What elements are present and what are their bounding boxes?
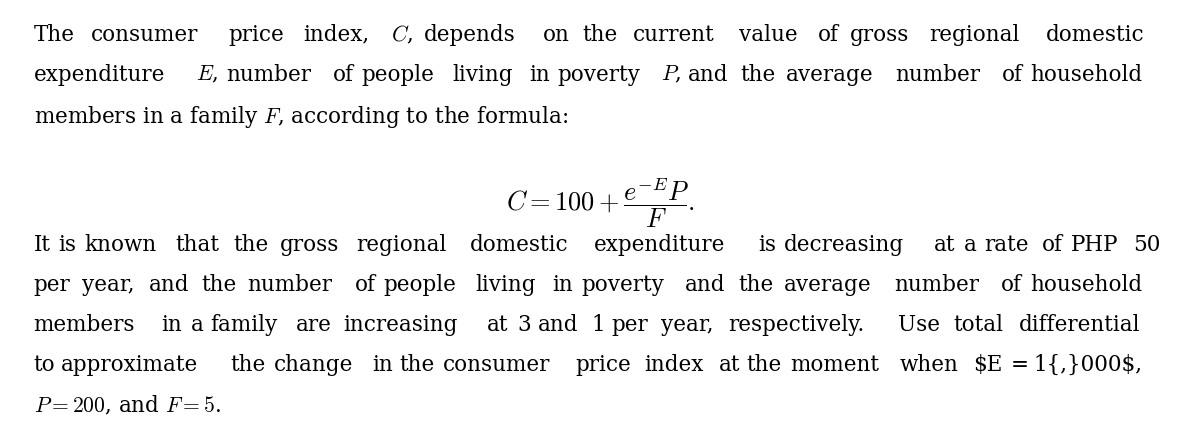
- Text: are: are: [296, 314, 332, 336]
- Text: household: household: [1030, 64, 1142, 86]
- Text: 3: 3: [517, 314, 530, 336]
- Text: depends: depends: [425, 24, 516, 46]
- Text: $P = 200$, and $F = 5$.: $P = 200$, and $F = 5$.: [34, 394, 221, 417]
- Text: domestic: domestic: [470, 234, 569, 256]
- Text: $P$,: $P$,: [660, 64, 682, 86]
- Text: number: number: [247, 274, 332, 296]
- Text: the: the: [398, 354, 434, 376]
- Text: index: index: [644, 354, 704, 376]
- Text: number: number: [894, 274, 979, 296]
- Text: per: per: [612, 314, 648, 336]
- Text: average: average: [786, 64, 874, 86]
- Text: and: and: [149, 274, 190, 296]
- Text: =: =: [1010, 354, 1028, 376]
- Text: the: the: [740, 64, 775, 86]
- Text: of: of: [1002, 64, 1022, 86]
- Text: of: of: [332, 64, 354, 86]
- Text: that: that: [176, 234, 220, 256]
- Text: expenditure: expenditure: [34, 64, 164, 86]
- Text: domestic: domestic: [1046, 24, 1145, 46]
- Text: PHP: PHP: [1072, 234, 1118, 256]
- Text: number: number: [227, 64, 312, 86]
- Text: members in a family $F$, according to the formula:: members in a family $F$, according to th…: [34, 104, 568, 130]
- Text: the: the: [230, 354, 265, 376]
- Text: known: known: [84, 234, 156, 256]
- Text: $E$,: $E$,: [197, 64, 218, 86]
- Text: the: the: [233, 234, 269, 256]
- Text: of: of: [1001, 274, 1022, 296]
- Text: in: in: [529, 64, 550, 86]
- Text: number: number: [895, 64, 980, 86]
- Text: household: household: [1030, 274, 1142, 296]
- Text: the: the: [738, 274, 773, 296]
- Text: current: current: [632, 24, 714, 46]
- Text: index,: index,: [304, 24, 370, 46]
- Text: expenditure: expenditure: [594, 234, 726, 256]
- Text: of: of: [1042, 234, 1063, 256]
- Text: the: the: [583, 24, 618, 46]
- Text: in: in: [372, 354, 394, 376]
- Text: Use: Use: [899, 314, 941, 336]
- Text: regional: regional: [356, 234, 446, 256]
- Text: average: average: [784, 274, 871, 296]
- Text: a: a: [965, 234, 977, 256]
- Text: people: people: [361, 64, 434, 86]
- Text: It: It: [34, 234, 50, 256]
- Text: gross: gross: [280, 234, 340, 256]
- Text: and: and: [689, 64, 728, 86]
- Text: $E: $E: [973, 354, 1002, 376]
- Text: the: the: [746, 354, 781, 376]
- Text: $C$,: $C$,: [390, 24, 413, 46]
- Text: to: to: [34, 354, 55, 376]
- Text: poverty: poverty: [557, 64, 640, 86]
- Text: at: at: [719, 354, 740, 376]
- Text: regional: regional: [929, 24, 1020, 46]
- Text: when: when: [900, 354, 959, 376]
- Text: is: is: [758, 234, 776, 256]
- Text: approximate: approximate: [61, 354, 198, 376]
- Text: on: on: [544, 24, 570, 46]
- Text: respectively.: respectively.: [728, 314, 865, 336]
- Text: consumer: consumer: [443, 354, 551, 376]
- Text: price: price: [576, 354, 631, 376]
- Text: of: of: [817, 24, 839, 46]
- Text: in: in: [552, 274, 574, 296]
- Text: living: living: [475, 274, 536, 296]
- Text: people: people: [383, 274, 456, 296]
- Text: family: family: [210, 314, 277, 336]
- Text: 1: 1: [592, 314, 605, 336]
- Text: 50: 50: [1133, 234, 1160, 256]
- Text: rate: rate: [984, 234, 1028, 256]
- Text: change: change: [274, 354, 354, 376]
- Text: and: and: [685, 274, 726, 296]
- Text: decreasing: decreasing: [784, 234, 904, 256]
- Text: living: living: [452, 64, 514, 86]
- Text: per: per: [34, 274, 71, 296]
- Text: 1{,}000$,: 1{,}000$,: [1033, 354, 1142, 376]
- Text: poverty: poverty: [581, 274, 664, 296]
- Text: a: a: [191, 314, 203, 336]
- Text: The: The: [34, 24, 74, 46]
- Text: total: total: [954, 314, 1003, 336]
- Text: gross: gross: [850, 24, 910, 46]
- Text: and: and: [538, 314, 578, 336]
- Text: members: members: [34, 314, 136, 336]
- Text: the: the: [202, 274, 236, 296]
- Text: moment: moment: [791, 354, 880, 376]
- Text: increasing: increasing: [343, 314, 458, 336]
- Text: differential: differential: [1019, 314, 1140, 336]
- Text: value: value: [739, 24, 798, 46]
- Text: of: of: [354, 274, 376, 296]
- Text: $C = 100 + \dfrac{e^{-E}P}{F}.$: $C = 100 + \dfrac{e^{-E}P}{F}.$: [505, 176, 695, 230]
- Text: at: at: [487, 314, 509, 336]
- Text: year,: year,: [660, 314, 713, 336]
- Text: consumer: consumer: [90, 24, 198, 46]
- Text: year,: year,: [82, 274, 134, 296]
- Text: is: is: [58, 234, 76, 256]
- Text: in: in: [161, 314, 182, 336]
- Text: price: price: [228, 24, 284, 46]
- Text: at: at: [935, 234, 955, 256]
